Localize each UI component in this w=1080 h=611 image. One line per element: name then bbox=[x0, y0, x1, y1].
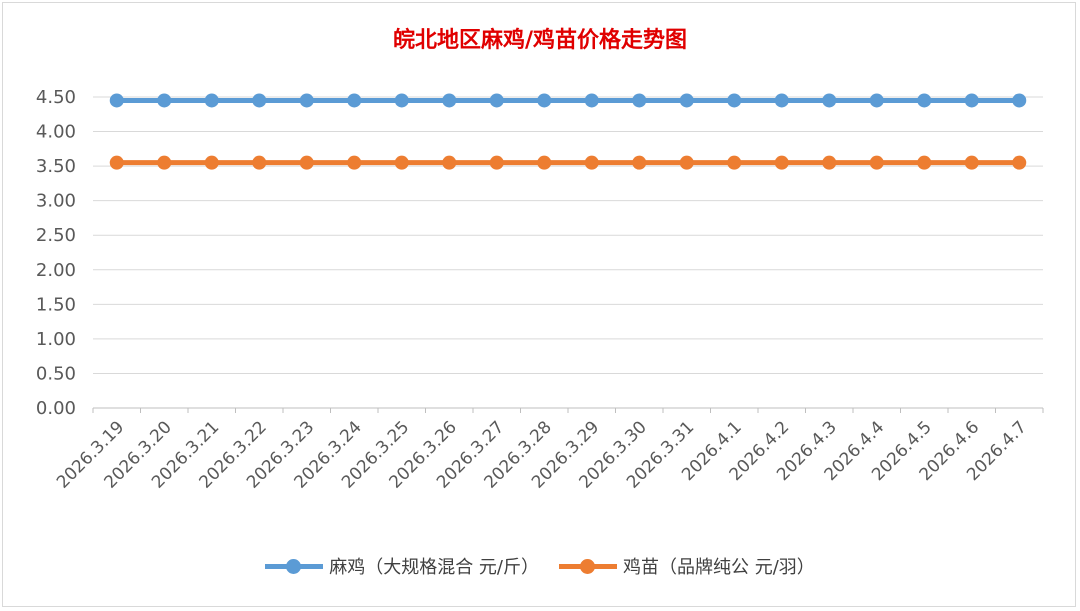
data-point-series-1 bbox=[869, 93, 884, 108]
y-tick-label: 1.50 bbox=[36, 294, 76, 315]
data-point-series-1 bbox=[299, 93, 314, 108]
data-point-series-1 bbox=[537, 93, 552, 108]
y-tick-label: 3.00 bbox=[36, 191, 76, 212]
data-point-series-1 bbox=[442, 93, 457, 108]
y-tick-label: 4.00 bbox=[36, 122, 76, 143]
data-point-series-2 bbox=[632, 155, 647, 170]
data-point-series-2 bbox=[442, 155, 457, 170]
data-point-series-1 bbox=[727, 93, 742, 108]
data-point-series-2 bbox=[727, 155, 742, 170]
data-point-series-1 bbox=[1012, 93, 1027, 108]
data-point-series-2 bbox=[1012, 155, 1027, 170]
data-point-series-2 bbox=[394, 155, 409, 170]
data-point-series-1 bbox=[109, 93, 124, 108]
legend-item-series-2: 鸡苗（品牌纯公 元/羽） bbox=[559, 553, 815, 579]
data-point-series-2 bbox=[964, 155, 979, 170]
legend: 麻鸡（大规格混合 元/斤） 鸡苗（品牌纯公 元/羽） bbox=[0, 550, 1080, 582]
data-point-series-2 bbox=[822, 155, 837, 170]
data-point-series-1 bbox=[204, 93, 219, 108]
data-point-series-2 bbox=[109, 155, 124, 170]
y-tick-label: 0.00 bbox=[36, 398, 76, 419]
data-point-series-2 bbox=[584, 155, 599, 170]
data-point-series-1 bbox=[632, 93, 647, 108]
data-point-series-1 bbox=[822, 93, 837, 108]
data-point-series-2 bbox=[347, 155, 362, 170]
legend-item-series-1: 麻鸡（大规格混合 元/斤） bbox=[265, 553, 539, 579]
data-point-series-1 bbox=[489, 93, 504, 108]
y-tick-label: 0.50 bbox=[36, 363, 76, 384]
y-tick-label: 2.50 bbox=[36, 225, 76, 246]
data-point-series-2 bbox=[774, 155, 789, 170]
data-point-series-2 bbox=[157, 155, 172, 170]
chart-title: 皖北地区麻鸡/鸡苗价格走势图 bbox=[392, 28, 688, 53]
data-point-series-1 bbox=[774, 93, 789, 108]
data-point-series-1 bbox=[347, 93, 362, 108]
data-point-series-2 bbox=[252, 155, 267, 170]
y-tick-label: 2.00 bbox=[36, 260, 76, 281]
y-tick-label: 4.50 bbox=[36, 87, 76, 108]
data-point-series-2 bbox=[679, 155, 694, 170]
legend-key-series-1 bbox=[265, 559, 324, 574]
data-point-series-2 bbox=[204, 155, 219, 170]
data-point-series-1 bbox=[964, 93, 979, 108]
legend-label-series-1: 麻鸡（大规格混合 元/斤） bbox=[329, 557, 539, 578]
data-point-series-2 bbox=[537, 155, 552, 170]
data-point-series-1 bbox=[679, 93, 694, 108]
data-point-series-1 bbox=[157, 93, 172, 108]
data-point-series-1 bbox=[394, 93, 409, 108]
data-point-series-1 bbox=[252, 93, 267, 108]
y-tick-label: 1.00 bbox=[36, 329, 76, 350]
data-point-series-2 bbox=[299, 155, 314, 170]
legend-label-series-2: 鸡苗（品牌纯公 元/羽） bbox=[623, 557, 815, 578]
y-tick-label: 3.50 bbox=[36, 156, 76, 177]
data-point-series-1 bbox=[917, 93, 932, 108]
data-point-series-2 bbox=[917, 155, 932, 170]
legend-key-series-2 bbox=[559, 559, 617, 574]
data-point-series-2 bbox=[869, 155, 884, 170]
data-point-series-2 bbox=[489, 155, 504, 170]
data-point-series-1 bbox=[584, 93, 599, 108]
